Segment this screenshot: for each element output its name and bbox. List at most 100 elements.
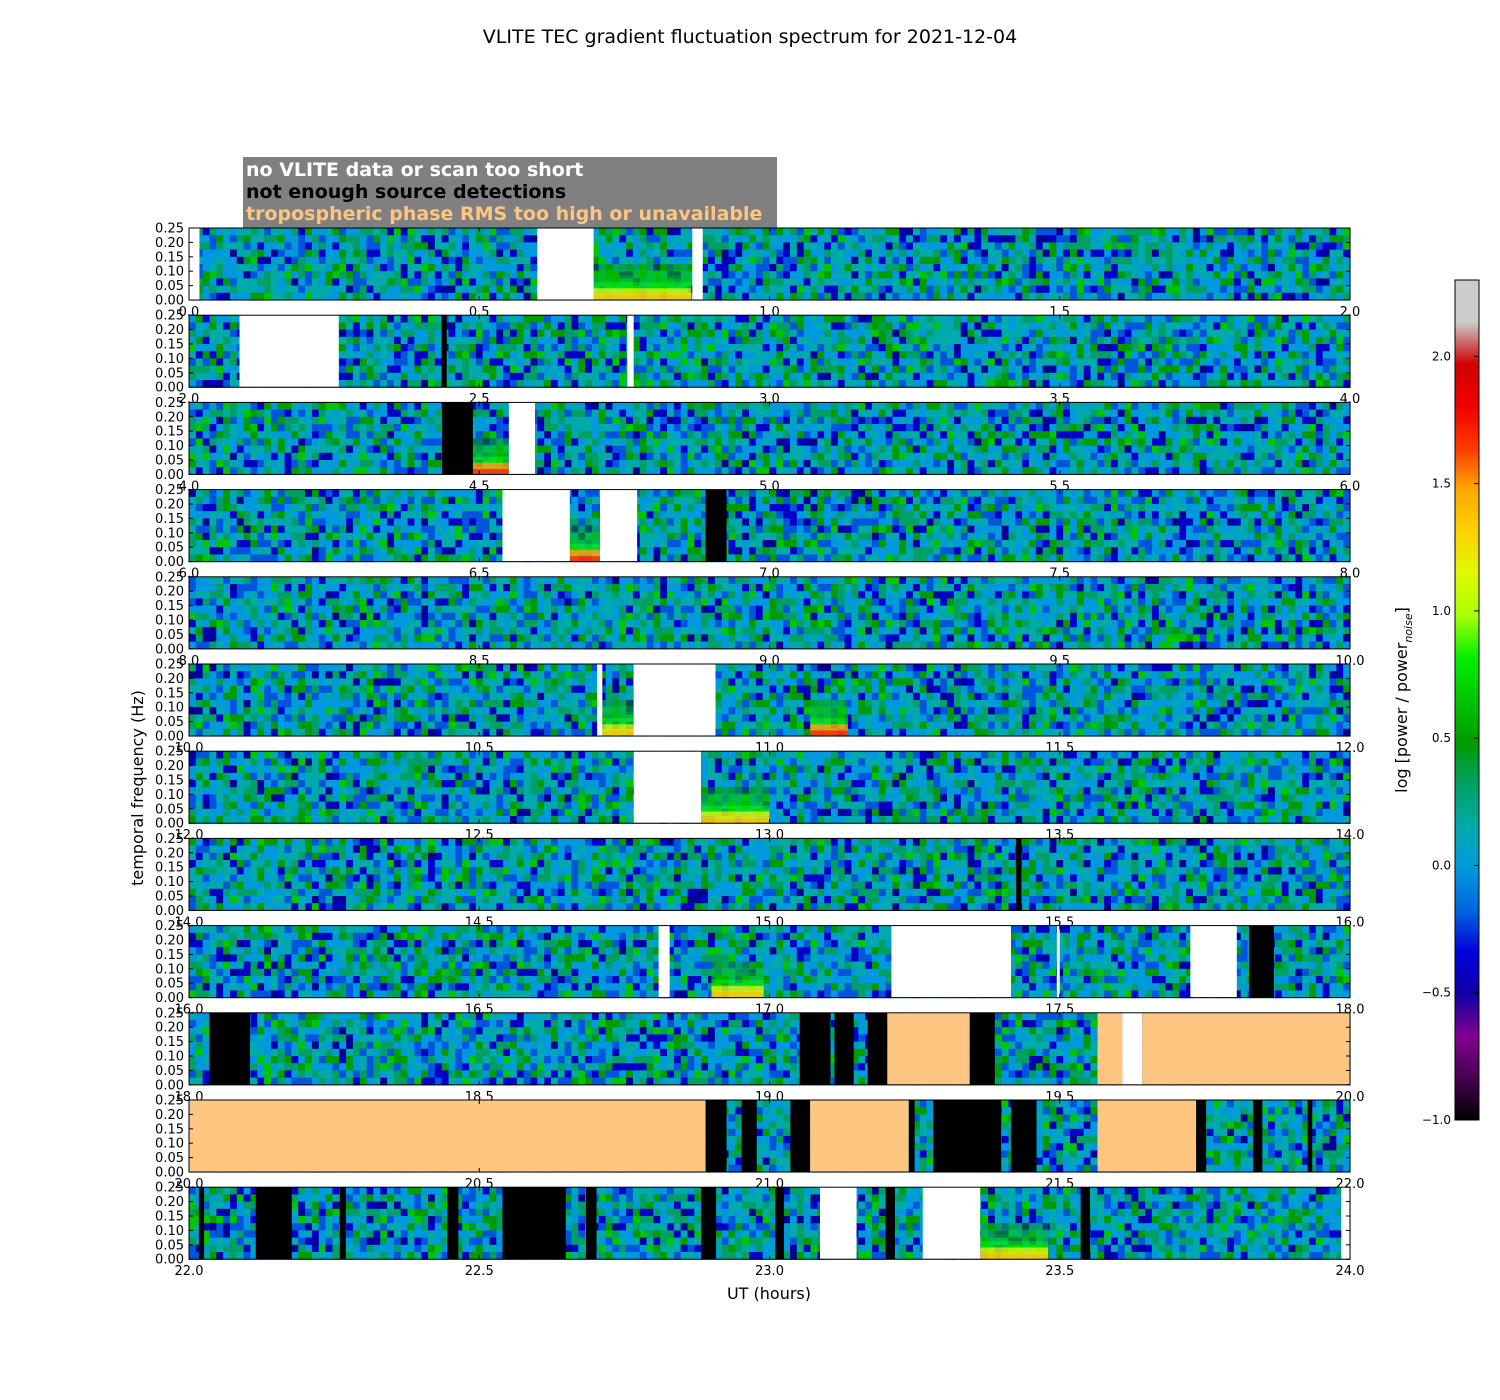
- spectrum-cell: [1240, 242, 1249, 251]
- spectrum-cell: [1008, 315, 1016, 323]
- spectrum-cell: [1008, 271, 1016, 279]
- spectrum-cell: [830, 409, 839, 418]
- spectrum-cell: [264, 467, 272, 475]
- spectrum-cell: [1247, 372, 1255, 381]
- spectrum-cell: [974, 242, 982, 251]
- spectrum-cell: [189, 402, 197, 411]
- spectrum-cell: [373, 424, 381, 432]
- spectrum-cell: [516, 358, 525, 367]
- spectrum-cell: [639, 315, 648, 323]
- spectrum-cell: [1336, 351, 1344, 359]
- spectrum-cell: [591, 467, 600, 475]
- spectrum-cell: [660, 365, 668, 374]
- spectrum-cell: [994, 249, 1003, 258]
- spectrum-cell: [639, 256, 648, 265]
- spectrum-cell: [346, 249, 354, 258]
- spectrum-cell: [393, 242, 402, 251]
- spectrum-cell: [660, 424, 668, 432]
- spectrum-cell: [947, 315, 955, 323]
- spectrum-cell: [837, 256, 846, 265]
- spectrum-cell: [762, 431, 771, 439]
- spectrum-cell: [229, 460, 238, 468]
- spectrum-cell: [339, 329, 347, 338]
- spectrum-cell: [1261, 278, 1269, 287]
- spectrum-cell: [796, 322, 805, 331]
- spectrum-cell: [1083, 271, 1092, 279]
- spectrum-cell: [605, 402, 614, 411]
- spectrum-cell: [1329, 285, 1337, 294]
- spectrum-cell: [291, 416, 299, 425]
- spectrum-cell: [1309, 271, 1317, 279]
- spectrum-cell: [605, 460, 614, 468]
- spectrum-cell: [318, 264, 327, 272]
- spectrum-cell: [1165, 322, 1174, 331]
- spectrum-cell: [803, 372, 812, 381]
- spectrum-cell: [653, 402, 661, 411]
- spectrum-cell: [783, 424, 791, 432]
- spectrum-cell: [1110, 249, 1119, 258]
- spectrum-cell: [1288, 358, 1296, 367]
- spectrum-cell: [680, 322, 689, 331]
- spectrum-cell: [1268, 380, 1276, 388]
- spectrum-cell: [428, 402, 436, 411]
- spectrum-cell: [1090, 285, 1098, 294]
- spectrum-cell: [571, 424, 579, 432]
- spectrum-cell: [1138, 271, 1146, 279]
- spectrum-cell: [947, 322, 955, 331]
- spectrum-cell: [270, 242, 279, 251]
- spectrum-cell: [243, 402, 252, 411]
- spectrum-cell: [1165, 372, 1174, 381]
- spectrum-cell: [824, 256, 832, 265]
- spectrum-cell: [1042, 228, 1051, 236]
- spectrum-cell: [475, 264, 484, 272]
- spectrum-cell: [1097, 358, 1105, 367]
- spectrum-cell: [1049, 409, 1057, 418]
- spectrum-cell: [1056, 452, 1064, 461]
- spectrum-cell: [626, 452, 634, 461]
- spectrum-cell: [1227, 292, 1235, 301]
- spectrum-cell: [523, 344, 532, 352]
- spectrum-cell: [414, 315, 422, 323]
- spectrum-cell: [1083, 256, 1092, 265]
- spectrum-cell: [250, 452, 258, 461]
- spectrum-cell: [318, 431, 327, 439]
- spectrum-cell: [373, 452, 381, 461]
- spectrum-cell: [953, 452, 962, 461]
- spectrum-cell: [448, 380, 456, 388]
- spectrum-cell: [673, 256, 682, 265]
- spectrum-cell: [1097, 322, 1105, 331]
- spectrum-cell: [789, 409, 798, 418]
- spectrum-cell: [1076, 322, 1085, 331]
- spectrum-cell: [1220, 351, 1228, 359]
- spectrum-cell: [981, 416, 989, 425]
- spectrum-cell: [1110, 242, 1119, 251]
- spectrum-cell: [291, 438, 299, 447]
- spectrum-cell: [1186, 242, 1194, 251]
- spectrum-cell: [653, 315, 661, 323]
- spectrum-cell: [1104, 315, 1112, 323]
- spectrum-cell: [544, 452, 552, 461]
- spectrum-cell: [626, 431, 634, 439]
- spectrum-cell: [1124, 315, 1133, 323]
- spectrum-cell: [660, 329, 668, 338]
- spectrum-cell: [1151, 438, 1160, 447]
- spectrum-cell: [933, 315, 941, 323]
- spectrum-cell: [359, 409, 368, 418]
- spectrum-cell: [530, 235, 538, 243]
- spectrum-cell: [1322, 322, 1331, 331]
- spectrum-cell: [1151, 285, 1160, 294]
- spectrum-cell: [1213, 409, 1221, 418]
- spectrum-cell: [229, 424, 238, 432]
- spectrum-cell: [1233, 322, 1242, 331]
- spectrum-cell: [742, 249, 750, 258]
- spectrum-cell: [762, 271, 771, 279]
- spectrum-cell: [209, 336, 217, 345]
- spectrum-cell: [865, 452, 873, 461]
- spectrum-cell: [1213, 228, 1221, 236]
- spectrum-cell: [933, 228, 941, 236]
- spectrum-cell: [1206, 271, 1215, 279]
- spectrum-cell: [824, 278, 832, 287]
- spectrum-cell: [1199, 409, 1208, 418]
- spectrum-cell: [1015, 256, 1023, 265]
- spectrum-cell: [1158, 438, 1167, 447]
